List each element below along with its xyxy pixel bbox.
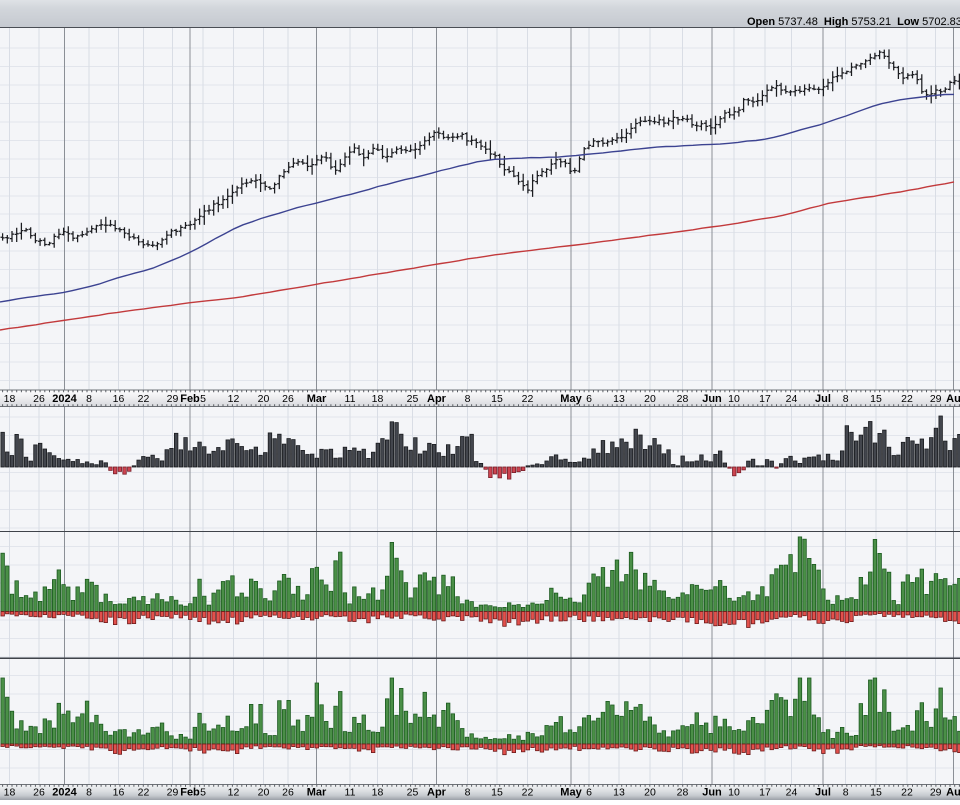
- svg-text:Feb: Feb: [180, 393, 200, 405]
- svg-text:18: 18: [4, 393, 16, 405]
- svg-text:24: 24: [786, 393, 798, 405]
- svg-text:Jun: Jun: [702, 787, 722, 799]
- svg-text:22: 22: [901, 393, 913, 405]
- svg-text:17: 17: [759, 787, 771, 799]
- svg-text:15: 15: [870, 787, 882, 799]
- svg-text:12: 12: [228, 393, 240, 405]
- svg-text:Jun: Jun: [702, 393, 722, 405]
- svg-text:28: 28: [677, 787, 689, 799]
- svg-text:13: 13: [613, 393, 625, 405]
- svg-text:6: 6: [586, 393, 592, 405]
- svg-text:May: May: [560, 787, 582, 799]
- svg-text:13: 13: [613, 787, 625, 799]
- svg-text:15: 15: [491, 393, 503, 405]
- svg-text:29: 29: [167, 787, 179, 799]
- svg-text:8: 8: [843, 393, 849, 405]
- svg-text:15: 15: [870, 393, 882, 405]
- svg-text:8: 8: [465, 787, 471, 799]
- svg-text:20: 20: [258, 787, 270, 799]
- svg-text:22: 22: [901, 787, 913, 799]
- svg-text:2024: 2024: [52, 787, 77, 799]
- svg-text:Jul: Jul: [815, 787, 831, 799]
- svg-text:8: 8: [86, 787, 92, 799]
- svg-text:29: 29: [167, 393, 179, 405]
- svg-text:11: 11: [345, 787, 356, 799]
- svg-text:May: May: [560, 393, 582, 405]
- svg-text:Au: Au: [946, 787, 960, 799]
- svg-text:20: 20: [258, 393, 270, 405]
- svg-text:29: 29: [930, 787, 942, 799]
- svg-text:22: 22: [138, 787, 150, 799]
- svg-text:12: 12: [228, 787, 240, 799]
- svg-text:18: 18: [4, 787, 16, 799]
- svg-text:8: 8: [843, 787, 849, 799]
- svg-text:22: 22: [522, 787, 534, 799]
- svg-text:20: 20: [644, 787, 656, 799]
- svg-text:5: 5: [200, 393, 206, 405]
- svg-text:Apr: Apr: [427, 393, 447, 405]
- svg-text:25: 25: [407, 787, 419, 799]
- svg-text:26: 26: [33, 393, 45, 405]
- svg-text:8: 8: [86, 393, 92, 405]
- svg-text:28: 28: [677, 393, 689, 405]
- svg-text:25: 25: [407, 393, 419, 405]
- svg-text:29: 29: [930, 393, 942, 405]
- svg-text:18: 18: [372, 787, 384, 799]
- svg-text:22: 22: [522, 393, 534, 405]
- svg-text:Mar: Mar: [307, 787, 327, 799]
- svg-text:16: 16: [113, 393, 125, 405]
- svg-text:15: 15: [491, 787, 503, 799]
- svg-text:Mar: Mar: [307, 393, 327, 405]
- svg-text:6: 6: [586, 787, 592, 799]
- svg-text:16: 16: [113, 787, 125, 799]
- svg-text:17: 17: [759, 393, 771, 405]
- svg-text:18: 18: [372, 393, 384, 405]
- svg-text:24: 24: [786, 787, 798, 799]
- svg-text:Apr: Apr: [427, 787, 447, 799]
- svg-text:5: 5: [200, 787, 206, 799]
- svg-text:26: 26: [282, 787, 294, 799]
- svg-text:26: 26: [282, 393, 294, 405]
- svg-text:10: 10: [728, 393, 740, 405]
- svg-text:11: 11: [345, 393, 356, 405]
- svg-text:Au: Au: [946, 393, 960, 405]
- svg-text:Feb: Feb: [180, 787, 200, 799]
- svg-text:8: 8: [465, 393, 471, 405]
- svg-text:22: 22: [138, 393, 150, 405]
- svg-text:2024: 2024: [52, 393, 77, 405]
- svg-text:20: 20: [644, 393, 656, 405]
- svg-text:26: 26: [33, 787, 45, 799]
- svg-text:Jul: Jul: [815, 393, 831, 405]
- svg-text:10: 10: [728, 787, 740, 799]
